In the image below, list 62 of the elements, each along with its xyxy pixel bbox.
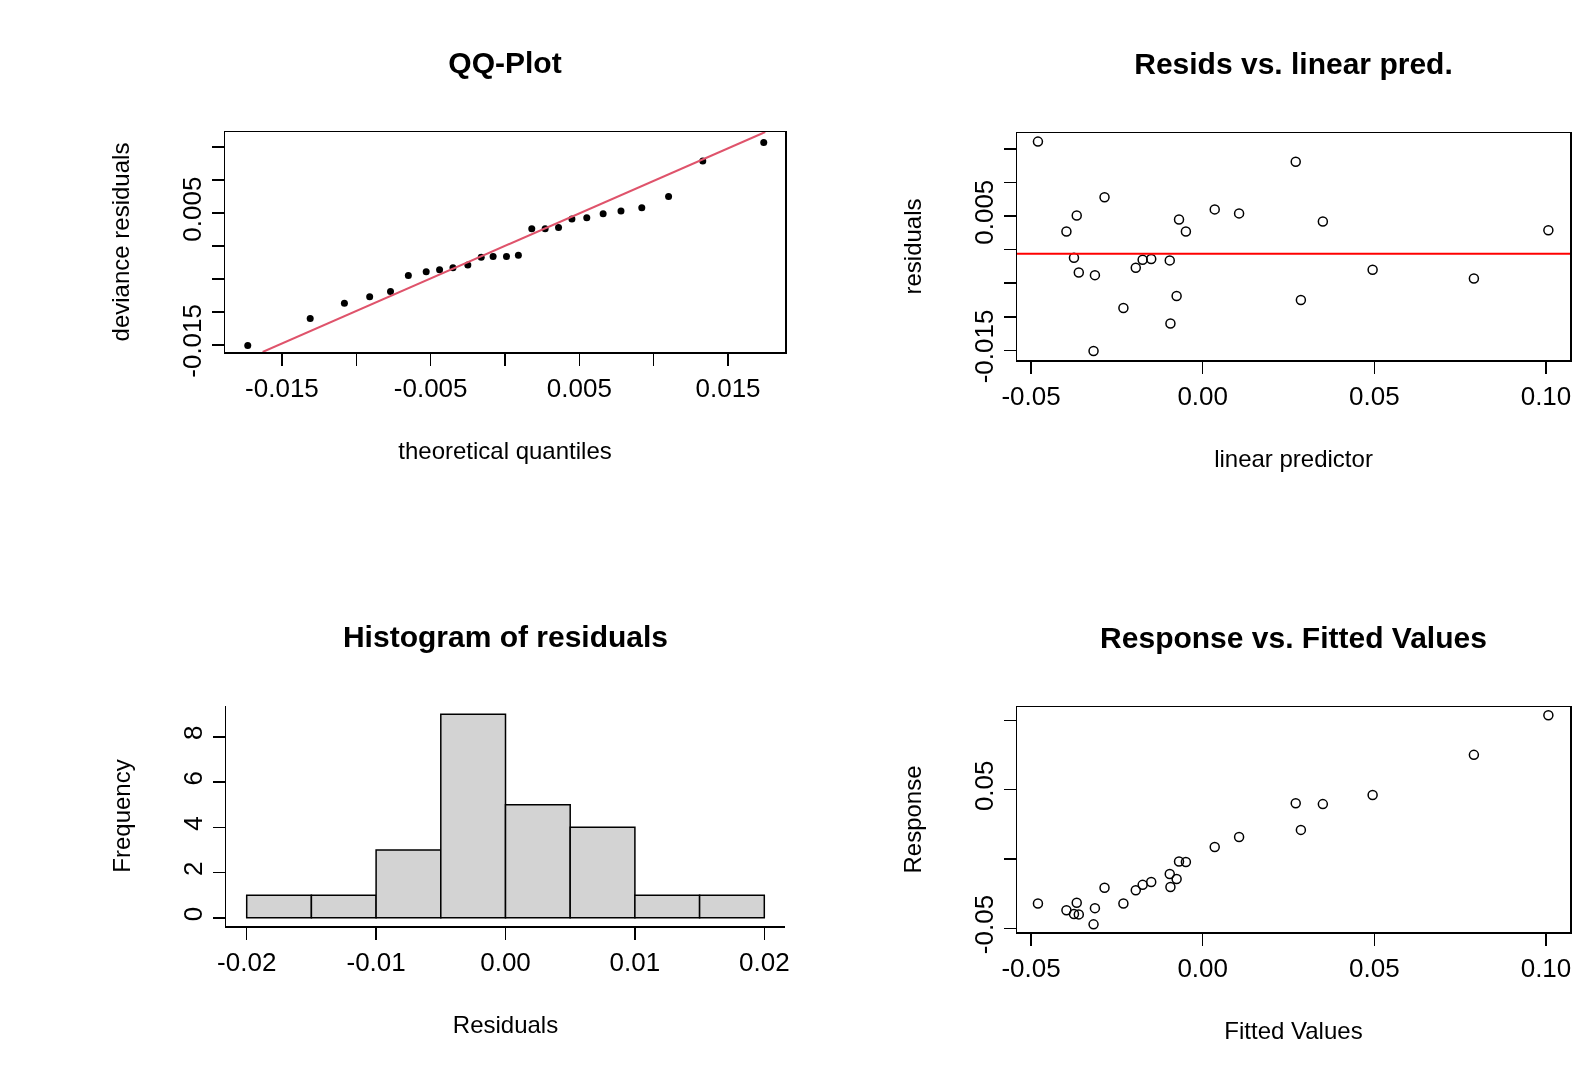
- y-tick-label: 0.05: [969, 760, 1000, 812]
- x-axis-title: Residuals: [452, 1010, 559, 1038]
- point: [1068, 908, 1080, 920]
- y-axis-title: Response: [899, 765, 927, 874]
- x-tick-label: 0.00: [1177, 380, 1229, 411]
- point: [1073, 909, 1085, 920]
- y-tick-label: 0.005: [969, 179, 1000, 245]
- point: [1089, 902, 1101, 914]
- point: [1173, 856, 1185, 867]
- y-tick-label: 6: [178, 770, 209, 786]
- y-tick-label: 8: [178, 725, 209, 741]
- y-axis-title: deviance residuals: [107, 142, 135, 342]
- x-tick-label: -0.005: [393, 372, 468, 403]
- point: [1137, 879, 1148, 891]
- point: [1165, 881, 1176, 893]
- x-axis-title: Fitted Values: [1224, 1016, 1363, 1044]
- x-tick-label: -0.01: [346, 946, 406, 977]
- point: [1367, 789, 1378, 801]
- point: [1209, 841, 1220, 853]
- x-tick-label: -0.015: [245, 372, 319, 403]
- point: [1145, 876, 1157, 888]
- y-tick-label: 0.005: [177, 176, 208, 242]
- point: [1130, 885, 1142, 896]
- x-tick-label: 0.00: [1177, 952, 1229, 983]
- x-tick-label: 0.10: [1520, 952, 1572, 983]
- x-tick-label: 0.02: [739, 946, 790, 977]
- y-tick-label: 2: [178, 861, 209, 876]
- x-tick-label: 0.005: [546, 372, 612, 403]
- chart-title: Response vs. Fitted Values: [1100, 620, 1487, 654]
- x-tick-label: -0.02: [217, 946, 277, 977]
- x-tick-label: 0.10: [1520, 380, 1572, 411]
- x-tick-label: 0.015: [695, 372, 761, 403]
- chart-title: QQ-Plot: [448, 45, 562, 79]
- y-axis-title: Frequency: [108, 759, 136, 873]
- point: [1233, 831, 1245, 843]
- x-axis-title: linear predictor: [1214, 444, 1373, 472]
- chart-title: Resids vs. linear pred.: [1134, 46, 1453, 80]
- point: [1071, 897, 1082, 908]
- chart-title: Histogram of residuals: [342, 619, 669, 653]
- point: [1061, 904, 1072, 916]
- point: [1118, 898, 1129, 909]
- point: [1543, 710, 1554, 721]
- x-tick-label: 0.00: [480, 946, 531, 977]
- x-tick-label: 0.05: [1349, 952, 1400, 983]
- point: [1171, 873, 1182, 885]
- y-tick-label: 0: [178, 906, 209, 922]
- point: [1180, 856, 1192, 868]
- y-axis-title: residuals: [899, 198, 927, 295]
- x-tick-label: -0.05: [1001, 952, 1061, 983]
- point: [1099, 882, 1110, 893]
- x-axis-title: theoretical quantiles: [398, 436, 612, 464]
- point: [1290, 798, 1301, 809]
- x-tick-label: 0.05: [1349, 380, 1400, 411]
- point: [1295, 824, 1307, 836]
- point: [1468, 749, 1480, 761]
- point: [1088, 919, 1099, 930]
- point: [1317, 798, 1329, 810]
- x-tick-label: -0.05: [1001, 380, 1061, 411]
- x-tick-label: 0.01: [609, 946, 661, 977]
- point: [1032, 898, 1044, 909]
- point: [1164, 868, 1175, 880]
- y-tick-label: 4: [178, 816, 209, 831]
